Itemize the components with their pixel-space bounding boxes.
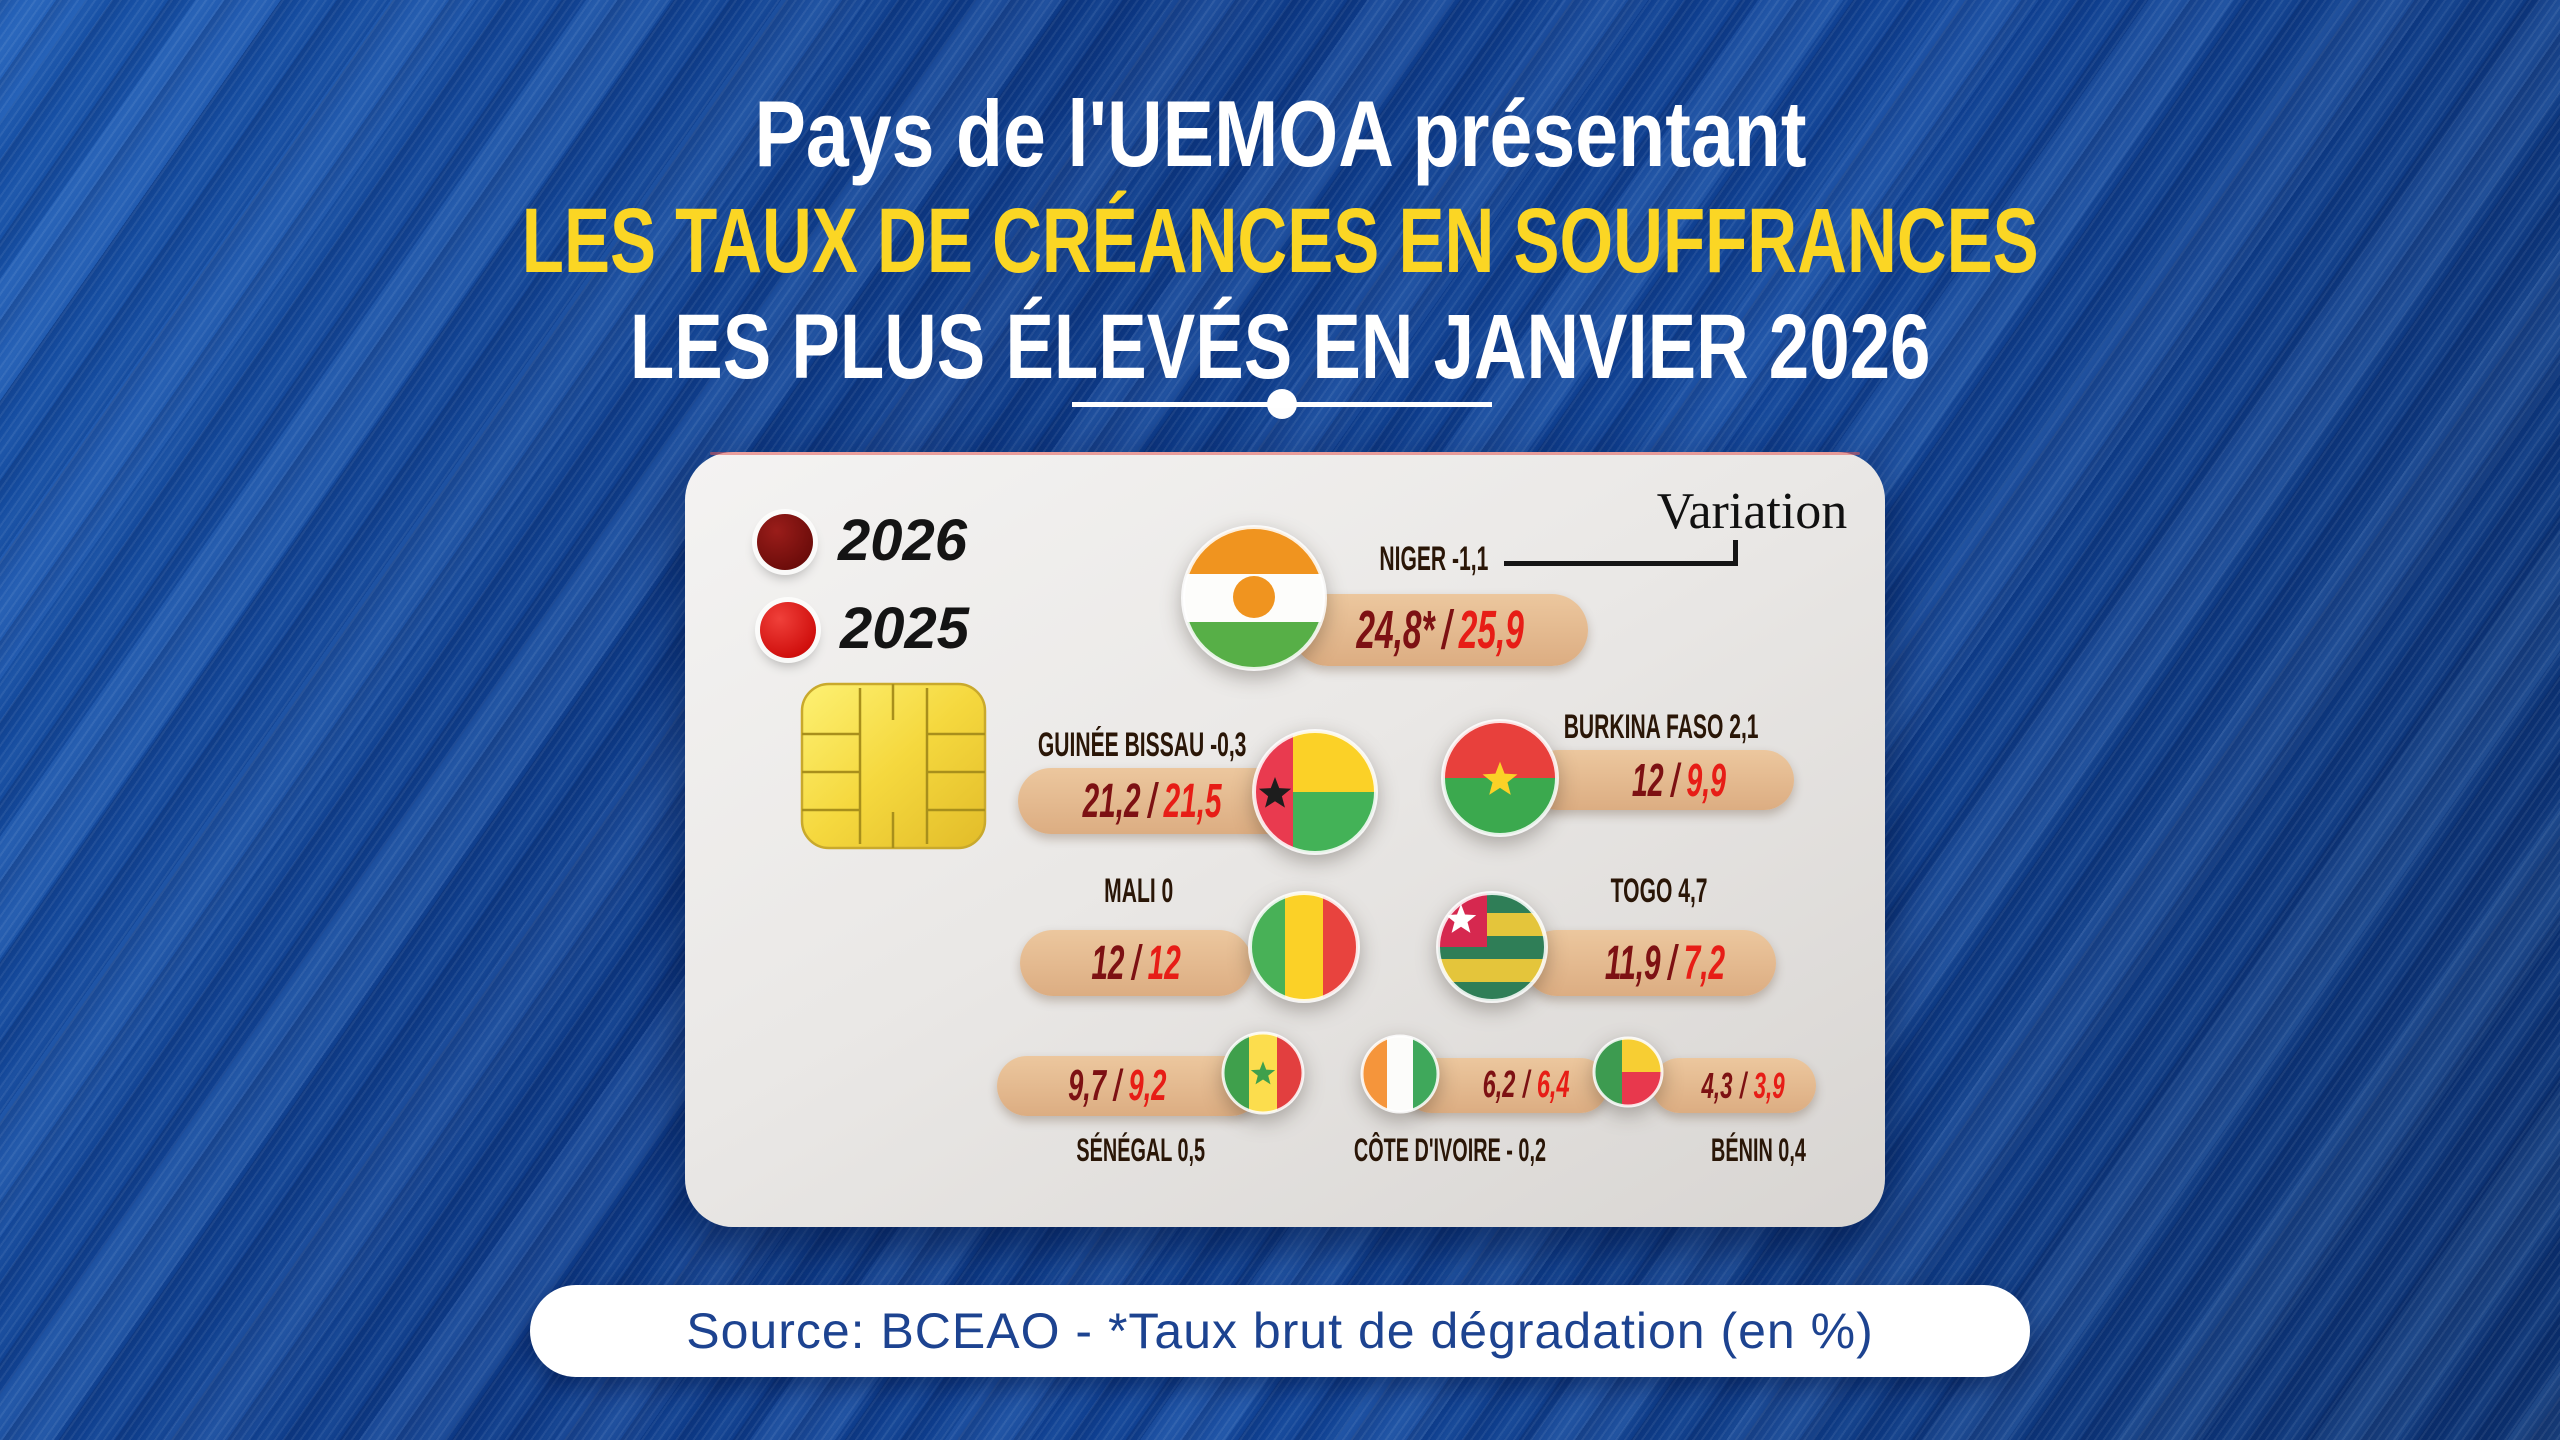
togo-rate-2026: 11,9 bbox=[1604, 936, 1661, 990]
variation-connector-horizontal bbox=[1504, 561, 1737, 566]
burkina-faso-rate-separator: / bbox=[1671, 754, 1679, 806]
page-title-line-2: LES TAUX DE CRÉANCES EN SOUFFRANCES bbox=[0, 193, 2560, 290]
togo-label: TOGO 4,7 bbox=[1610, 872, 1708, 910]
legend-2025-label: 2025 bbox=[840, 596, 970, 661]
guinee-bissau-label: GUINÉE BISSAU -0,3 bbox=[1037, 726, 1247, 764]
title-text-3: LES PLUS ÉLEVÉS EN JANVIER 2026 bbox=[629, 296, 1931, 398]
card-top-accent bbox=[710, 452, 1860, 455]
guinee-bissau-flag-icon bbox=[1252, 729, 1378, 855]
mali-rate-separator: / bbox=[1131, 936, 1141, 990]
benin-rate-separator: / bbox=[1739, 1064, 1747, 1106]
legend-2026-label: 2026 bbox=[838, 508, 968, 573]
burkina-faso-label: BURKINA FASO 2,1 bbox=[1563, 708, 1759, 746]
senegal-rate-2026: 9,7 bbox=[1067, 1061, 1106, 1110]
credit-card-chip-icon bbox=[800, 682, 987, 850]
togo-rate-2025: 7,2 bbox=[1683, 936, 1726, 990]
legend-2026-dot-icon bbox=[757, 514, 813, 570]
mali-rate-2025: 12 bbox=[1147, 936, 1181, 990]
page-title-line-1: Pays de l'UEMOA présentant bbox=[0, 81, 2560, 186]
benin-flag-icon bbox=[1592, 1036, 1664, 1108]
title-divider-dot bbox=[1267, 389, 1297, 419]
burkina-faso-rate-pill: 12 / 9,9 bbox=[1528, 750, 1794, 810]
mali-flag-icon bbox=[1248, 891, 1360, 1003]
cote-divoire-rate-2026: 6,2 bbox=[1482, 1064, 1516, 1106]
guinee-bissau-rate-2025: 21,5 bbox=[1163, 774, 1222, 828]
mali-rate-pill: 12 / 12 bbox=[1020, 930, 1252, 996]
benin-rate-pill: 4,3 / 3,9 bbox=[1652, 1058, 1816, 1113]
cote-divoire-rate-2025: 6,4 bbox=[1536, 1064, 1570, 1106]
togo-rate-separator: / bbox=[1668, 936, 1677, 990]
benin-rate-2026: 4,3 bbox=[1701, 1064, 1733, 1106]
title-text-2: LES TAUX DE CRÉANCES EN SOUFFRANCES bbox=[521, 190, 2039, 292]
niger-rate-2026: 24,8* bbox=[1356, 600, 1435, 660]
burkina-faso-rate-2026: 12 bbox=[1631, 754, 1664, 806]
niger-flag-icon bbox=[1181, 525, 1327, 671]
title-text-1: Pays de l'UEMOA présentant bbox=[753, 81, 1807, 186]
cote-divoire-rate-separator: / bbox=[1522, 1064, 1530, 1106]
senegal-rate-pill: 9,7 / 9,2 bbox=[997, 1056, 1261, 1116]
cote-divoire-label: CÔTE D'IVOIRE - 0,2 bbox=[1353, 1132, 1547, 1168]
page-title-line-3: LES PLUS ÉLEVÉS EN JANVIER 2026 bbox=[0, 299, 2560, 396]
guinee-bissau-rate-2026: 21,2 bbox=[1082, 774, 1141, 828]
benin-label: BÉNIN 0,4 bbox=[1710, 1132, 1806, 1168]
burkina-faso-flag-icon bbox=[1441, 719, 1559, 837]
togo-flag-icon bbox=[1436, 891, 1548, 1003]
niger-rate-separator: / bbox=[1441, 600, 1452, 660]
cote-divoire-flag-icon bbox=[1360, 1034, 1440, 1114]
niger-rate-pill: 24,8* / 25,9 bbox=[1292, 594, 1588, 666]
source-pill: Source: BCEAO - *Taux brut de dégradatio… bbox=[530, 1285, 2030, 1377]
mali-label: MALI 0 bbox=[1104, 872, 1174, 910]
senegal-label: SÉNÉGAL 0,5 bbox=[1076, 1132, 1206, 1168]
source-text: Source: BCEAO - *Taux brut de dégradatio… bbox=[686, 1303, 1874, 1359]
niger-label: NIGER -1,1 bbox=[1379, 540, 1489, 578]
senegal-rate-2025: 9,2 bbox=[1128, 1061, 1167, 1110]
variation-label: Variation bbox=[1656, 483, 1848, 540]
mali-rate-2026: 12 bbox=[1091, 936, 1125, 990]
togo-rate-pill: 11,9 / 7,2 bbox=[1524, 930, 1776, 996]
senegal-flag-icon bbox=[1221, 1031, 1305, 1115]
senegal-rate-separator: / bbox=[1113, 1061, 1121, 1110]
legend-2025-dot-icon bbox=[760, 602, 816, 658]
benin-rate-2025: 3,9 bbox=[1753, 1064, 1785, 1106]
burkina-faso-rate-2025: 9,9 bbox=[1686, 754, 1727, 806]
niger-rate-2025: 25,9 bbox=[1458, 600, 1524, 660]
variation-connector-vertical bbox=[1733, 540, 1738, 566]
guinee-bissau-rate-separator: / bbox=[1147, 774, 1157, 828]
